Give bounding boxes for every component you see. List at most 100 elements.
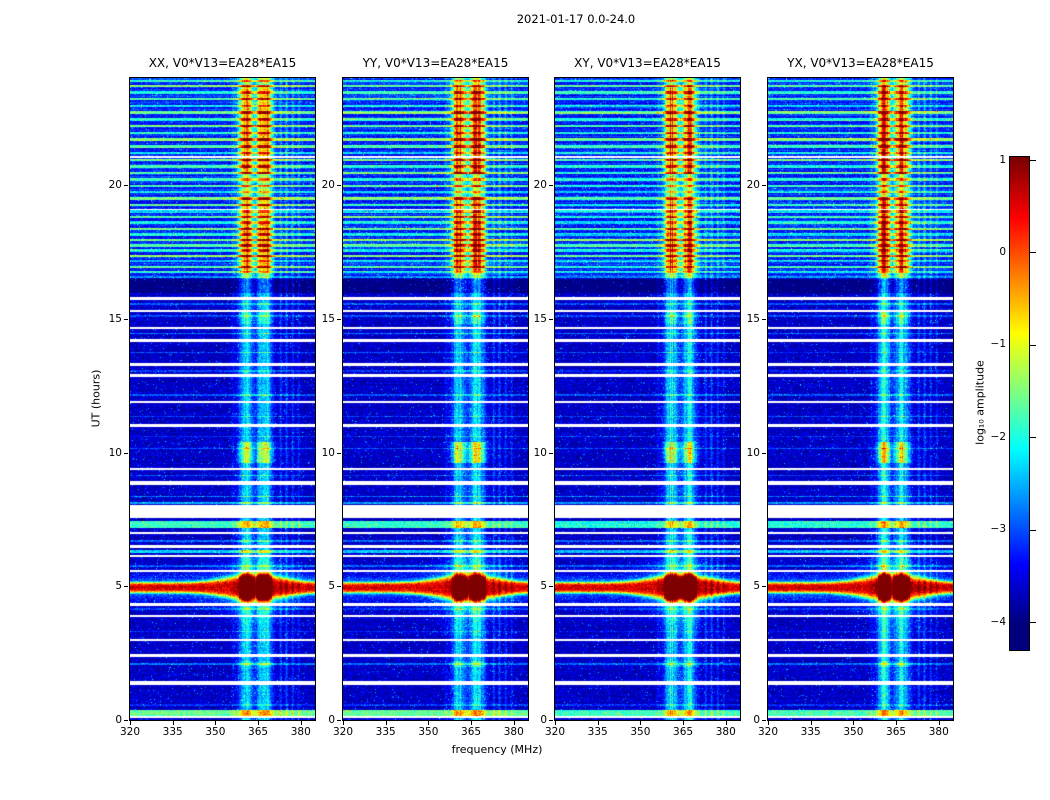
x-tick-label: 335 <box>375 726 396 738</box>
colorbar-tick-label: 0 <box>999 245 1006 258</box>
y-tick-mark <box>762 318 766 320</box>
y-tick-label: 10 <box>108 446 122 459</box>
colorbar-tick-mark <box>1029 344 1036 346</box>
colorbar-tick-mark <box>1029 252 1036 254</box>
y-tick-mark <box>337 452 341 454</box>
x-tick-label: 320 <box>332 726 354 738</box>
spectrogram-panel-xx <box>129 77 316 721</box>
y-tick-mark <box>762 185 766 186</box>
panel-title-yx: YX, V0*V13=EA28*EA15 <box>787 56 934 70</box>
colorbar-tick-mark <box>1029 622 1036 623</box>
spectrogram-panel-xy <box>554 77 741 721</box>
colorbar-tick-label: 1 <box>999 153 1006 166</box>
y-tick-label: 20 <box>108 179 122 191</box>
y-tick-mark <box>549 586 553 588</box>
y-tick-mark <box>337 720 341 721</box>
x-tick-label: 350 <box>418 726 439 738</box>
x-tick-mark <box>385 721 387 725</box>
y-tick-mark <box>549 720 553 721</box>
y-tick-mark <box>124 720 128 721</box>
spectrogram-panel-yy <box>342 77 529 721</box>
y-tick-label: 15 <box>108 312 122 325</box>
spectrogram-panel-yx <box>767 77 954 721</box>
x-tick-label: 365 <box>673 726 694 738</box>
x-tick-mark <box>300 721 302 725</box>
y-tick-mark <box>124 318 128 320</box>
panel-title-xx: XX, V0*V13=EA28*EA15 <box>148 56 297 70</box>
y-tick-mark <box>124 185 128 186</box>
y-tick-label: 0 <box>540 714 547 726</box>
x-tick-label: 335 <box>800 726 821 738</box>
y-tick-mark <box>124 452 128 454</box>
x-tick-mark <box>853 721 855 725</box>
y-tick-mark <box>549 185 553 186</box>
y-tick-label: 0 <box>753 714 760 726</box>
y-tick-label: 5 <box>753 580 760 593</box>
y-tick-label: 20 <box>321 179 335 191</box>
y-tick-label: 10 <box>321 446 335 459</box>
y-tick-mark <box>124 586 128 588</box>
y-tick-label: 15 <box>321 312 335 325</box>
x-tick-label: 335 <box>587 726 608 738</box>
x-tick-label: 320 <box>544 726 566 738</box>
y-tick-label: 0 <box>115 714 122 726</box>
x-tick-mark <box>938 721 940 725</box>
x-tick-mark <box>428 721 430 725</box>
x-tick-label: 320 <box>119 726 141 738</box>
y-tick-mark <box>549 452 553 454</box>
x-tick-label: 365 <box>461 726 482 738</box>
x-tick-label: 350 <box>630 726 651 738</box>
y-tick-label: 20 <box>533 179 547 191</box>
x-tick-label: 380 <box>928 726 949 738</box>
x-tick-mark <box>810 721 812 725</box>
x-tick-mark <box>471 721 473 725</box>
x-tick-mark <box>258 721 260 725</box>
x-tick-mark <box>597 721 599 725</box>
x-tick-label: 320 <box>757 726 779 738</box>
x-tick-mark <box>683 721 685 725</box>
panel-title-xy: XY, V0*V13=EA28*EA15 <box>574 56 721 70</box>
y-tick-label: 0 <box>328 714 335 726</box>
y-tick-mark <box>762 586 766 588</box>
x-tick-label: 350 <box>205 726 226 738</box>
x-tick-mark <box>768 721 769 725</box>
y-axis-label: UT (hours) <box>89 369 103 428</box>
y-tick-mark <box>762 452 766 454</box>
x-tick-label: 365 <box>886 726 907 738</box>
colorbar-tick-label: −2 <box>990 430 1006 443</box>
x-tick-mark <box>896 721 898 725</box>
y-tick-mark <box>549 318 553 320</box>
x-tick-mark <box>555 721 556 725</box>
y-tick-mark <box>337 185 341 186</box>
y-tick-mark <box>337 586 341 588</box>
panel-title-yy: YY, V0*V13=EA28*EA15 <box>362 56 509 70</box>
x-tick-mark <box>172 721 174 725</box>
x-tick-label: 380 <box>290 726 311 738</box>
x-tick-label: 380 <box>715 726 736 738</box>
colorbar-gradient <box>1009 156 1030 651</box>
x-tick-mark <box>215 721 217 725</box>
colorbar-tick-mark <box>1029 529 1036 531</box>
colorbar-tick-label: −1 <box>990 338 1006 351</box>
x-tick-mark <box>725 721 727 725</box>
x-tick-label: 335 <box>162 726 183 738</box>
y-tick-label: 5 <box>540 580 547 593</box>
y-tick-label: 5 <box>115 580 122 593</box>
y-tick-mark <box>337 318 341 320</box>
y-tick-label: 10 <box>533 446 547 459</box>
figure-title: 2021-01-17 0.0-24.0 <box>516 12 636 26</box>
colorbar-tick-label: −4 <box>990 615 1006 628</box>
colorbar-tick-label: −3 <box>990 523 1006 536</box>
y-tick-label: 15 <box>746 312 760 325</box>
y-tick-label: 20 <box>746 179 760 191</box>
x-tick-mark <box>343 721 344 725</box>
x-axis-label: frequency (MHz) <box>451 743 543 756</box>
x-tick-label: 365 <box>248 726 269 738</box>
colorbar-tick-mark <box>1029 437 1036 439</box>
y-tick-label: 10 <box>746 446 760 459</box>
x-tick-label: 380 <box>503 726 524 738</box>
x-tick-label: 350 <box>843 726 864 738</box>
x-tick-mark <box>640 721 642 725</box>
y-tick-mark <box>762 720 766 721</box>
